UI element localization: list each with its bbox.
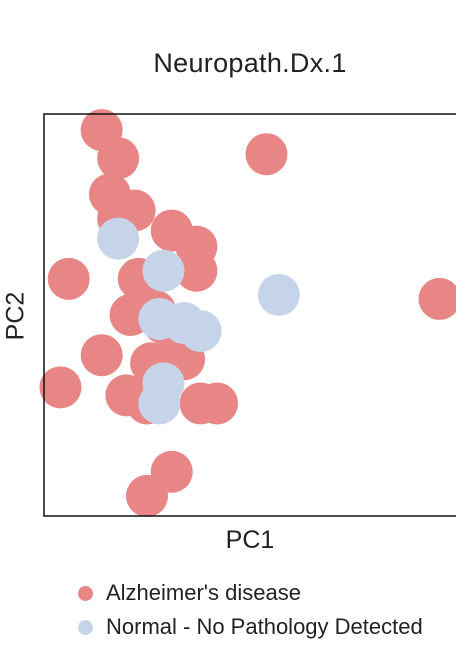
scatter-point-series-0	[175, 249, 218, 292]
scatter-point-series-0	[97, 137, 140, 180]
scatter-point-series-1	[257, 273, 300, 316]
scatter-point-series-0	[47, 257, 90, 300]
points-layer	[39, 109, 456, 517]
scatter-point-series-0	[196, 382, 239, 425]
scatter-point-series-0	[80, 334, 123, 377]
scatter-point-series-0	[245, 133, 288, 176]
scatter-point-series-1	[142, 249, 185, 292]
scatter-point-series-1	[97, 217, 140, 260]
scatter-point-series-1	[138, 382, 181, 425]
legend-marker-normal	[78, 619, 93, 635]
legend-item-alzheimers: Alzheimer's disease	[78, 576, 423, 610]
y-axis-label: PC2	[1, 291, 30, 341]
legend: Alzheimer's disease Normal - No Patholog…	[78, 576, 423, 644]
scatter-point-series-0	[126, 474, 168, 517]
plot-frame	[43, 113, 456, 517]
legend-item-normal: Normal - No Pathology Detected	[78, 610, 423, 644]
scatter-point-series-0	[39, 366, 82, 409]
scatter-point-series-0	[418, 277, 456, 320]
chart-title: Neuropath.Dx.1	[153, 48, 347, 78]
legend-label-normal: Normal - No Pathology Detected	[106, 614, 423, 639]
scatter-point-series-1	[179, 310, 222, 353]
legend-marker-alzheimers	[78, 585, 93, 601]
legend-label-alzheimers: Alzheimer's disease	[106, 580, 301, 605]
x-axis-label: PC1	[225, 526, 275, 554]
